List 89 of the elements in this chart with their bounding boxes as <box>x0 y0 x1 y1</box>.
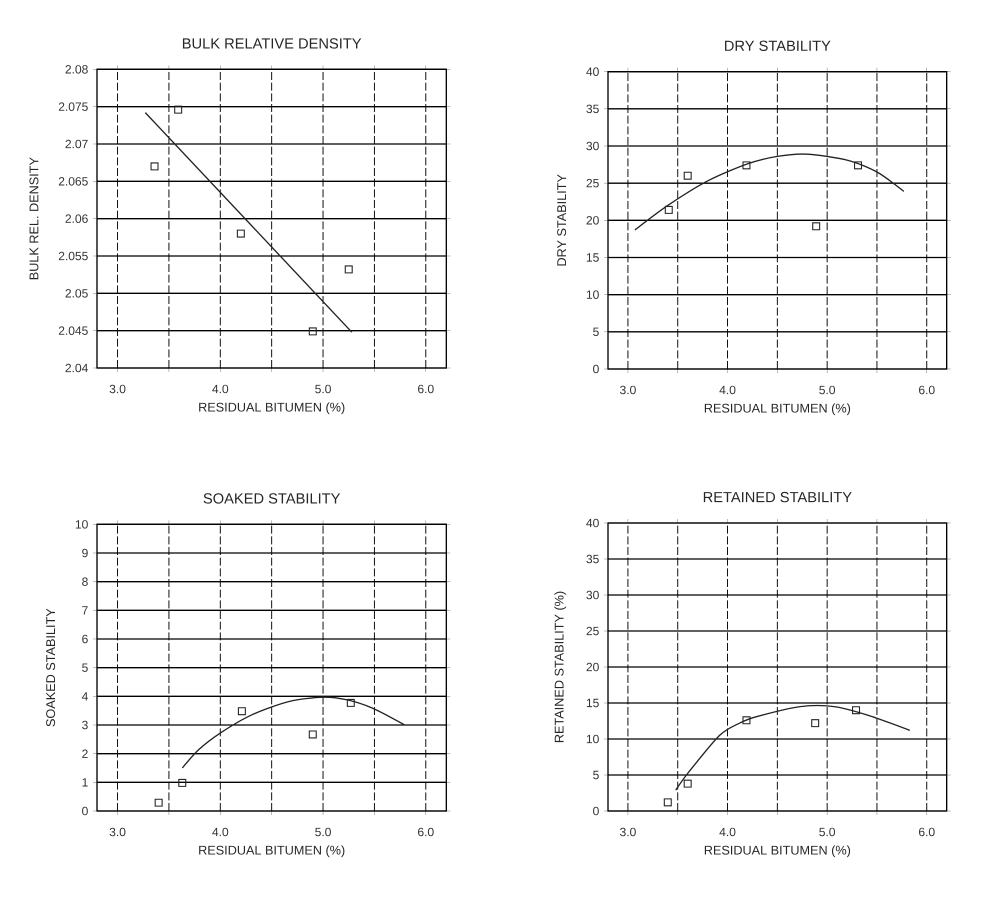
point <box>742 161 750 170</box>
x-tick-label: 4.0 <box>212 384 228 394</box>
y-tick-label: 2.045 <box>58 326 88 335</box>
point <box>236 230 245 238</box>
x-axis-title: RESIDUAL BITUMEN (%) <box>199 845 344 858</box>
y-tick-label: 5 <box>593 328 599 336</box>
y-axis-title: SOAKED STABILITY <box>46 608 56 726</box>
y-tick-label: 10 <box>586 290 599 299</box>
y-tick-label: 8 <box>82 577 88 586</box>
point <box>812 222 820 230</box>
y-tick-label: 30 <box>586 590 599 600</box>
x-axis-title: RESIDUAL BITUMEN (%) <box>199 402 344 414</box>
point <box>308 730 317 738</box>
y-tick-label: 2.075 <box>58 102 88 111</box>
y-tick-label: 10 <box>76 520 88 529</box>
y-tick-label: 15 <box>586 253 599 262</box>
y-tick-label: 2 <box>82 749 88 758</box>
line-series <box>182 696 405 769</box>
y-axis-title: BULK REL. DENSITY <box>29 157 38 280</box>
y-tick-label: 1 <box>82 778 88 786</box>
line-series <box>675 704 910 791</box>
x-tick-label: 4.0 <box>719 828 736 836</box>
point <box>664 798 672 806</box>
point <box>852 706 860 714</box>
y-tick-label: 35 <box>586 104 599 114</box>
y-tick-label: 25 <box>586 626 599 636</box>
y-tick-label: 2.055 <box>58 252 88 260</box>
point <box>344 265 353 274</box>
point <box>684 172 692 180</box>
x-tick-label: 4.0 <box>212 828 228 836</box>
y-tick-label: 40 <box>586 518 599 528</box>
y-tick-label: 7 <box>82 606 88 614</box>
y-tick-label: 15 <box>586 698 599 708</box>
y-tick-label: 2.065 <box>58 177 88 186</box>
x-tick-label: 3.0 <box>620 386 636 394</box>
point <box>178 778 186 787</box>
x-tick-label: 4.0 <box>719 386 736 394</box>
x-tick-label: 6.0 <box>919 386 935 394</box>
x-tick-label: 5.0 <box>315 828 331 836</box>
y-tick-label: 9 <box>82 548 88 558</box>
x-axis-title: RESIDUAL BITUMEN (%) <box>704 845 850 858</box>
y-tick-label: 0 <box>593 364 599 374</box>
y-tick-label: 2.06 <box>66 214 88 223</box>
y-tick-label: 2.05 <box>66 289 88 298</box>
y-tick-label: 30 <box>586 142 599 150</box>
y-tick-label: 4 <box>82 692 88 700</box>
y-tick-label: 2.08 <box>66 65 88 74</box>
x-tick-label: 5.0 <box>819 828 836 836</box>
point <box>854 161 862 170</box>
y-tick-label: 35 <box>586 554 599 564</box>
point <box>664 206 673 214</box>
y-tick-label: 5 <box>82 663 88 672</box>
y-tick-label: 5 <box>593 770 599 780</box>
x-tick-label: 6.0 <box>418 384 434 394</box>
y-tick-label: 2.07 <box>66 140 88 148</box>
y-axis-title: RETAINED STABILITY (%) <box>554 592 566 742</box>
y-tick-label: 10 <box>586 734 599 744</box>
x-tick-label: 3.0 <box>620 828 636 836</box>
x-tick-label: 5.0 <box>315 384 331 394</box>
point <box>742 716 750 724</box>
point <box>308 327 317 336</box>
point <box>238 707 246 716</box>
point <box>154 798 163 807</box>
line-series <box>634 153 905 231</box>
x-tick-label: 5.0 <box>819 386 836 394</box>
x-tick-label: 3.0 <box>110 384 126 394</box>
chart-title: RETAINED STABILITY <box>704 492 852 502</box>
x-tick-label: 3.0 <box>110 828 126 836</box>
point <box>174 106 182 114</box>
y-tick-label: 25 <box>586 178 599 188</box>
y-axis-title: DRY STABILITY <box>557 174 566 266</box>
y-tick-label: 20 <box>586 216 599 225</box>
y-tick-label: 2.04 <box>66 364 88 372</box>
chart-title: BULK RELATIVE DENSITY <box>182 38 362 49</box>
y-tick-label: 40 <box>586 67 599 76</box>
y-tick-label: 3 <box>82 720 88 730</box>
chart-title: SOAKED STABILITY <box>204 493 340 504</box>
y-tick-label: 20 <box>586 662 599 672</box>
chart-title: DRY STABILITY <box>725 40 831 51</box>
y-tick-label: 0 <box>593 806 599 816</box>
y-tick-label: 6 <box>82 634 88 644</box>
point <box>346 698 355 707</box>
y-tick-label: 0 <box>82 806 88 816</box>
x-tick-label: 6.0 <box>418 828 434 836</box>
x-tick-label: 6.0 <box>919 828 935 836</box>
x-axis-title: RESIDUAL BITUMEN (%) <box>704 403 850 416</box>
point <box>811 719 820 728</box>
point <box>150 162 159 170</box>
point <box>684 780 692 788</box>
